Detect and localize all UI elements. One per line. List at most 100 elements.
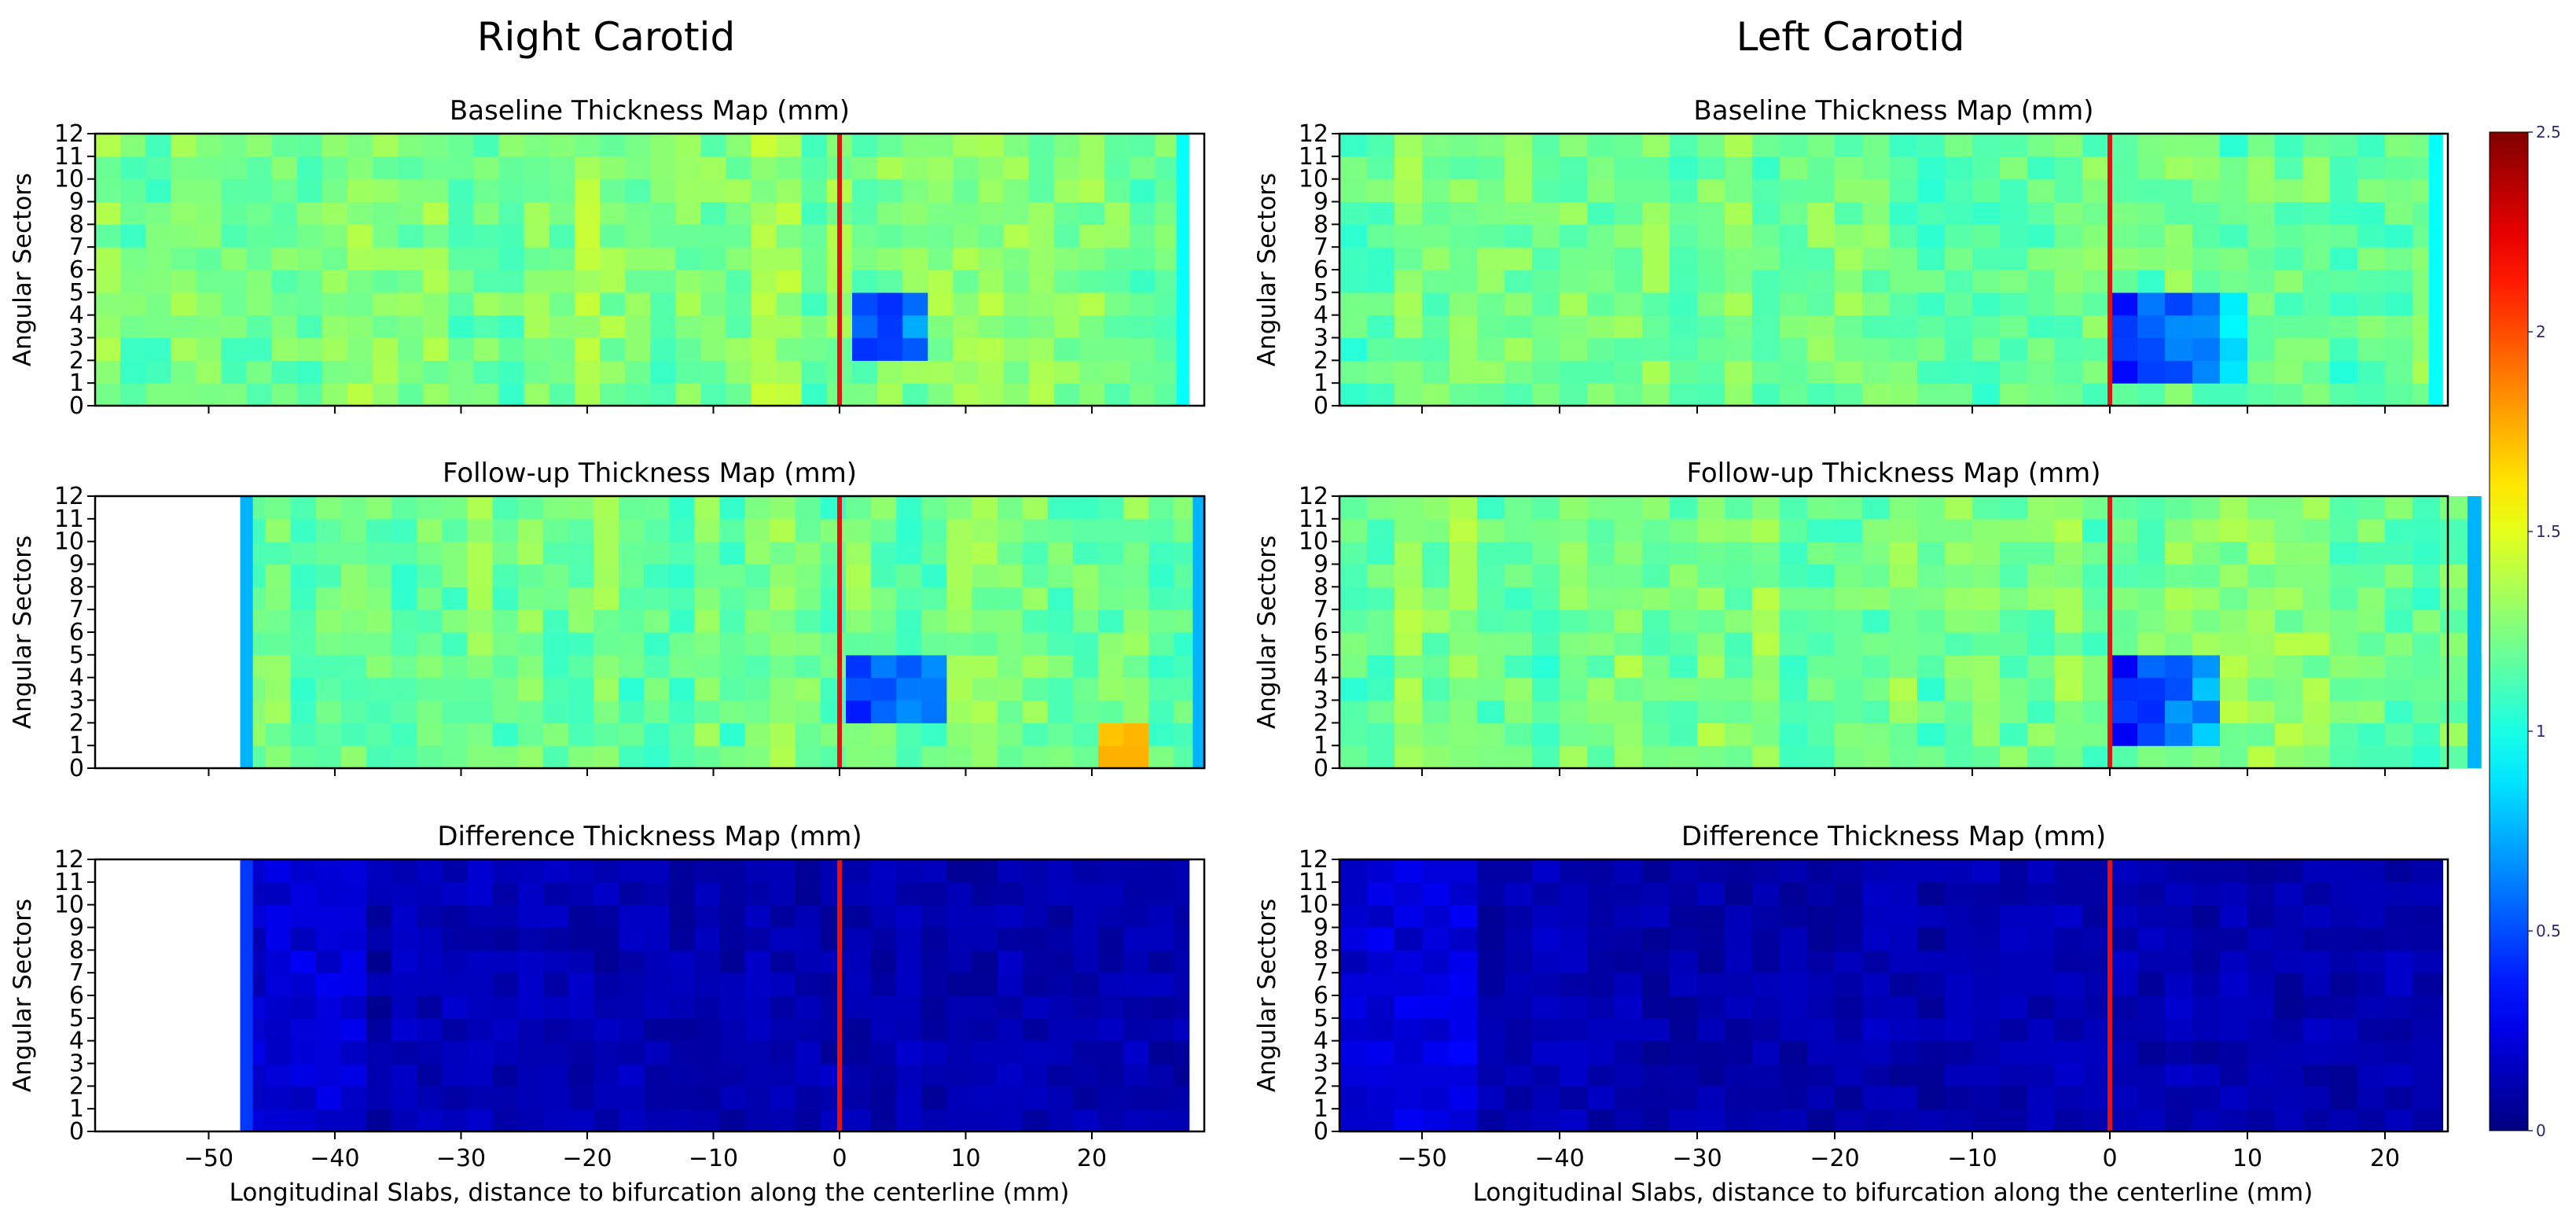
heatmap-cell [650,292,676,316]
heatmap-cell [2385,700,2413,723]
heatmap-cell [700,178,727,203]
heatmap-cell [373,315,399,339]
heatmap-cell [1422,950,1450,973]
heatmap-cell [625,270,651,293]
heatmap-cell [2220,156,2248,180]
heatmap-cell [1780,654,1808,679]
heatmap-cell [1752,270,1780,293]
heatmap-cell [2330,541,2358,565]
heatmap-cell [467,654,494,679]
heatmap-cell [2275,1040,2303,1065]
heatmap-cell [1560,224,1588,248]
heatmap-cell [2082,270,2111,293]
heatmap-cell [322,383,348,406]
heatmap-cell [921,973,948,996]
heatmap-cell [1752,292,1780,316]
heatmap-cell [946,541,973,565]
colorbar-tick-label: 1 [2536,722,2546,741]
heatmap-cell [1917,904,1946,929]
heatmap-cell [1917,224,1946,248]
heatmap-cell [1807,156,1836,180]
heatmap-cell [1945,904,1973,929]
heatmap-cell [2137,745,2166,769]
heatmap-cell [221,224,248,248]
heatmap-cell [719,518,746,543]
heatmap-cell [1945,745,1973,769]
heatmap-cell [871,950,897,973]
heatmap-cell [2357,496,2386,520]
heatmap-cell [2110,178,2138,203]
heatmap-cell [820,564,847,587]
heatmap-cell [1367,360,1395,384]
heatmap-cell [391,496,417,520]
heatmap-cell [2330,904,2358,929]
heatmap-cell [1615,1086,1643,1109]
heatmap-cell [928,315,954,339]
heatmap-cell [1752,1040,1780,1065]
heatmap-cell [1028,383,1055,406]
heatmap-cell [1587,564,1615,587]
heatmap-cell [871,564,897,587]
heatmap-cell [1532,224,1560,248]
heatmap-cells [240,496,1207,769]
heatmap-cell [1835,270,1863,293]
heatmap-cell [549,178,575,203]
heatmap-cell [801,383,828,406]
heatmap-cell [2302,973,2331,996]
heatmap-cell [1615,881,1643,906]
heatmap-cell [795,587,821,610]
heatmap-cell [2165,654,2193,679]
heatmap-cell [953,337,979,361]
heatmap-cell [120,360,146,384]
heatmap-cell [315,518,342,543]
heatmap-cell [1072,950,1099,973]
heatmap-cell [2137,609,2166,633]
heatmap-cell [221,178,248,203]
heatmap-cell [417,973,443,996]
heatmap-cell [846,1086,872,1109]
heatmap-cell [2440,541,2468,565]
y-axis-label: Angular Sectors [1253,173,1281,366]
heatmap-cell [770,995,796,1019]
heatmap-cell [2055,973,2083,996]
heatmap-cell [315,995,342,1019]
heatmap-cell [448,247,475,270]
heatmap-cell [1587,178,1615,203]
heatmap-cell [1505,564,1533,587]
heatmap-cell [946,1086,973,1109]
x-tick-label: 10 [950,1145,980,1172]
heatmap-cell [1104,201,1130,225]
heatmap-cell [1367,677,1395,701]
heatmap-cell [2137,677,2166,701]
heatmap-cell [846,700,872,723]
heatmap-cell [2385,881,2413,906]
heatmap-cell [1670,995,1698,1019]
heatmap-cell [391,745,417,769]
heatmap-cell [467,609,494,633]
heatmap-cell [2165,859,2193,883]
heatmap-cell [448,201,475,225]
heatmap-cell [1780,201,1808,225]
heatmap-cell [2275,745,2303,769]
heatmap-cell [473,270,500,293]
heatmap-cell [1697,541,1725,565]
heatmap-cell [669,904,696,929]
heatmap-cell [1047,564,1074,587]
heatmap-cell [1670,247,1698,270]
heatmap-cell [593,700,619,723]
heatmap-cell [1807,745,1836,769]
x-tick-label: −10 [689,1145,738,1172]
heatmap-cell [1450,134,1478,157]
heatmap-cell [442,564,469,587]
heatmap-cell [1477,315,1505,339]
heatmap-cell [196,292,222,316]
heatmap-cell [1835,745,1863,769]
heatmap-cell [896,859,922,883]
heatmap-cell [542,950,569,973]
heatmap-cell [1752,383,1780,406]
heatmap-cell [1450,881,1478,906]
heatmap-cell [1725,950,1753,973]
heatmap-cell [1725,1109,1753,1132]
y-tick-label: 11 [1299,143,1328,171]
x-tick-label: 0 [2102,1145,2117,1172]
